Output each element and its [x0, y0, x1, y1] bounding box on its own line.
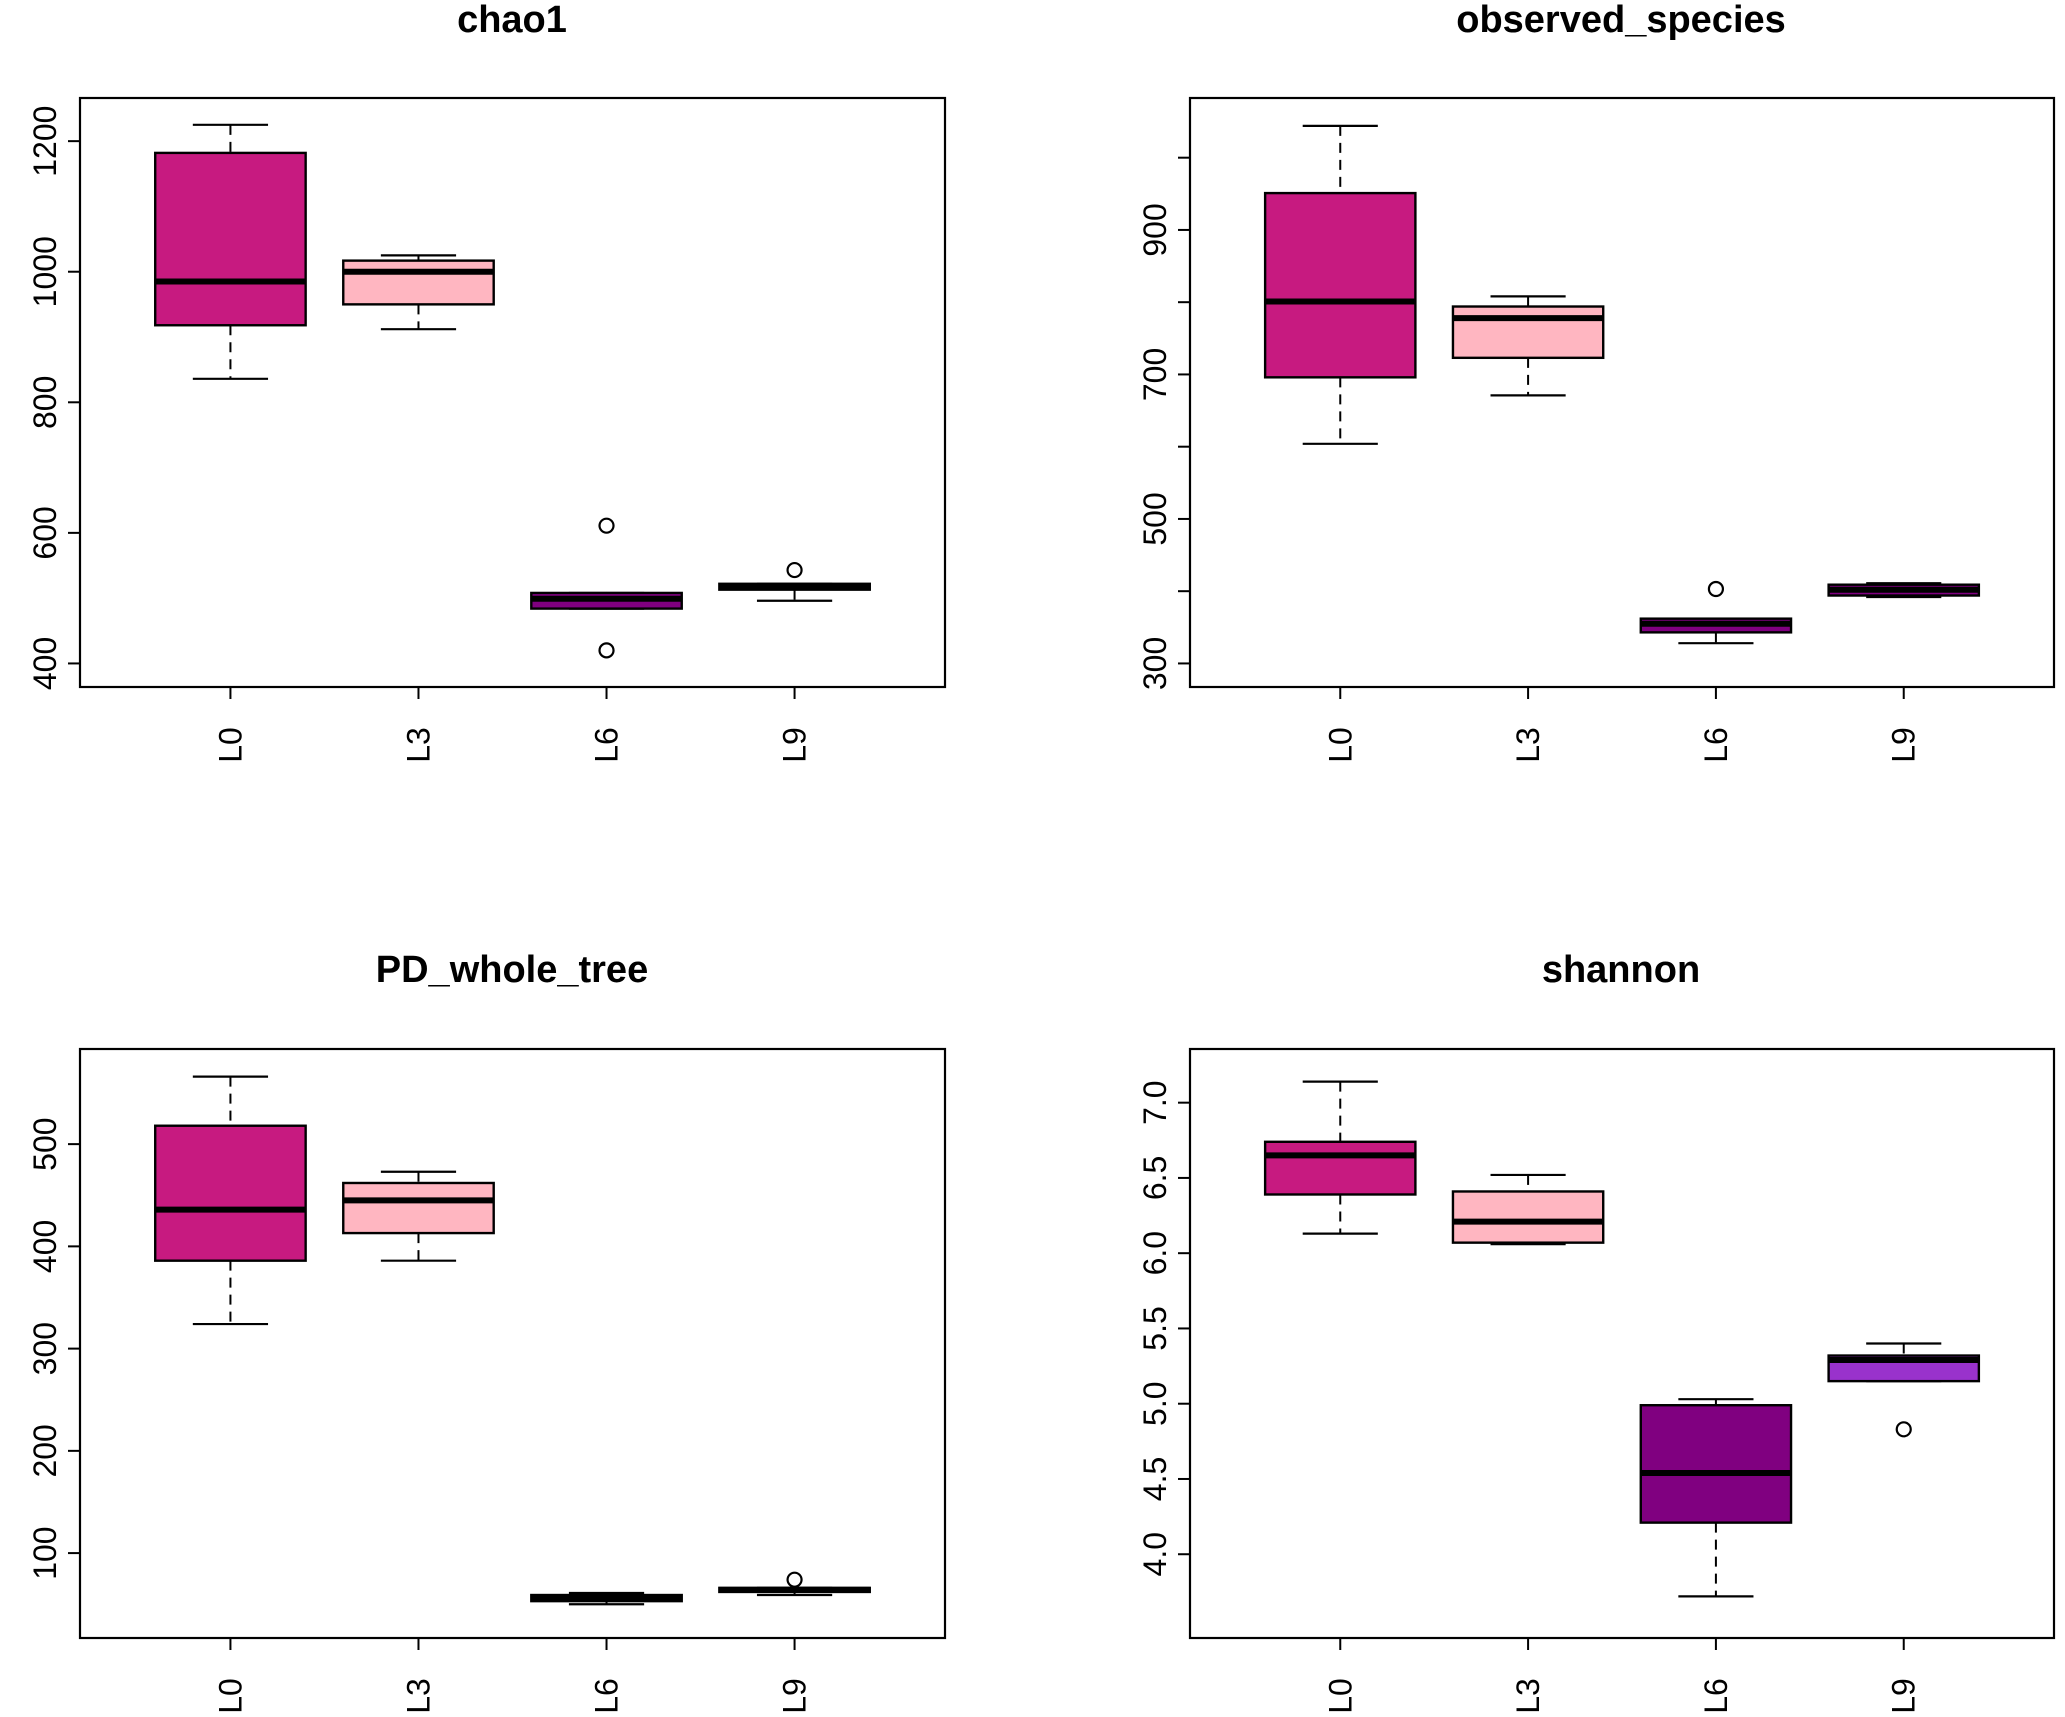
panel-pd-whole-tree: PD_whole_tree 100 200 300 400 500 L0 L3 L6 L9 — [27, 949, 947, 1714]
plot-frame — [1188, 1047, 2056, 1640]
box-L0 — [1263, 1080, 1417, 1235]
y-tick-label: 5.5 — [1137, 1306, 1173, 1350]
box-L9 — [718, 561, 871, 602]
y-tick-label: 300 — [27, 1322, 63, 1375]
y-tick-label: 4.5 — [1137, 1457, 1173, 1501]
outlier-point — [786, 1571, 803, 1588]
box-L6 — [1639, 580, 1793, 645]
box-L3 — [1451, 1173, 1605, 1246]
outlier-point — [598, 517, 615, 534]
y-tick-label: 6.5 — [1137, 1156, 1173, 1200]
box-L0 — [154, 1075, 307, 1326]
plot-frame — [78, 1047, 947, 1640]
x-tick-label: L3 — [1510, 1678, 1546, 1714]
y-tick-label: 6.0 — [1137, 1231, 1173, 1275]
x-tick-label: L3 — [400, 1678, 436, 1714]
y-tick-label: 500 — [1137, 492, 1173, 545]
x-tick-label: L0 — [212, 1678, 248, 1714]
panel-title: chao1 — [457, 0, 567, 41]
x-tick-label: L3 — [400, 727, 436, 763]
x-tick-label: L9 — [777, 727, 813, 763]
y-tick-label: 4.0 — [1137, 1532, 1173, 1576]
box-iqr — [342, 259, 495, 306]
box-L6 — [530, 517, 683, 659]
box-iqr — [1263, 191, 1417, 379]
x-tick-label: L0 — [1322, 1678, 1358, 1714]
panel-chao1: chao1 400 600 800 1000 1200 L0 L3 L6 L9 — [27, 0, 947, 763]
box-iqr — [154, 1124, 307, 1262]
box-L3 — [342, 1170, 495, 1262]
panel-title: PD_whole_tree — [376, 949, 648, 991]
panel-observed-species: observed_species 300 500 700 900 L0 L3 L6 L9 — [1137, 0, 2056, 763]
x-tick-label: L6 — [1698, 727, 1734, 763]
y-tick-label: 900 — [1137, 203, 1173, 256]
y-tick-label: 100 — [27, 1526, 63, 1579]
box-iqr — [1263, 1140, 1417, 1196]
box-L6 — [1639, 1398, 1793, 1598]
y-tick-label: 800 — [27, 376, 63, 429]
x-tick-label: L9 — [1886, 727, 1922, 763]
x-tick-label: L0 — [212, 727, 248, 763]
y-tick-label: 400 — [27, 637, 63, 690]
y-tick-label: 5.0 — [1137, 1381, 1173, 1425]
outlier-point — [598, 642, 615, 659]
outlier-point — [786, 561, 803, 579]
box-L3 — [342, 254, 495, 331]
outlier-point — [1707, 580, 1725, 598]
box-L9 — [718, 1571, 871, 1597]
box-L0 — [154, 123, 307, 380]
x-tick-label: L0 — [1322, 727, 1358, 763]
x-tick-label: L6 — [1698, 1678, 1734, 1714]
panel-title: observed_species — [1456, 0, 1786, 41]
box-L6 — [530, 1591, 683, 1606]
y-tick-label: 7.0 — [1137, 1080, 1173, 1124]
box-iqr — [1451, 1190, 1605, 1244]
x-tick-label: L9 — [1886, 1678, 1922, 1714]
x-tick-label: L3 — [1510, 727, 1546, 763]
y-tick-label: 400 — [27, 1220, 63, 1273]
panel-shannon: shannon 4.0 4.5 5.0 5.5 6.0 6.5 7.0 L0 L3 L6 L9 — [1137, 949, 2056, 1714]
plot-frame — [78, 96, 947, 689]
x-tick-label: L6 — [589, 727, 625, 763]
box-L3 — [1451, 295, 1605, 397]
y-tick-label: 300 — [1137, 637, 1173, 690]
y-tick-label: 500 — [27, 1117, 63, 1170]
x-tick-label: L9 — [777, 1678, 813, 1714]
plot-frame — [1188, 96, 2056, 689]
box-iqr — [1451, 305, 1605, 360]
y-tick-label: 600 — [27, 506, 63, 559]
box-iqr — [342, 1181, 495, 1235]
y-tick-label: 700 — [1137, 348, 1173, 401]
box-iqr — [1639, 1404, 1793, 1524]
box-L9 — [1827, 1342, 1981, 1438]
y-tick-label: 1200 — [27, 106, 63, 177]
box-iqr — [154, 151, 307, 327]
panel-title: shannon — [1542, 949, 1700, 991]
y-tick-label: 200 — [27, 1424, 63, 1477]
x-tick-label: L6 — [589, 1678, 625, 1714]
y-tick-label: 1000 — [27, 236, 63, 307]
box-L9 — [1827, 582, 1981, 599]
box-L0 — [1263, 124, 1417, 445]
outlier-point — [1895, 1421, 1912, 1438]
